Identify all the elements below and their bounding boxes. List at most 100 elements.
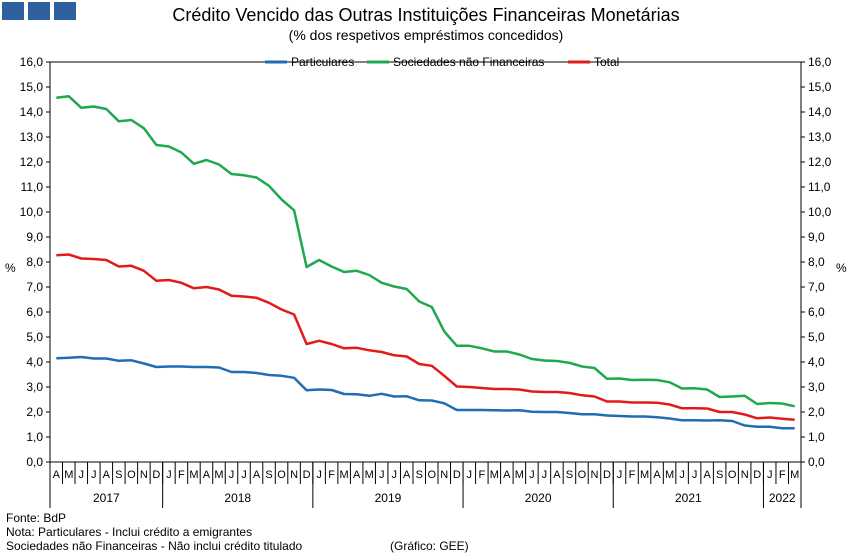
x-tick-label: M	[515, 469, 524, 481]
year-label: 2019	[375, 491, 402, 505]
chart-title: Crédito Vencido das Outras Instituições …	[172, 5, 680, 25]
x-tick-label: M	[189, 469, 198, 481]
x-tick-label: M	[640, 469, 649, 481]
x-tick-label: J	[229, 469, 235, 481]
x-tick-label: N	[741, 469, 749, 481]
legend-label: Total	[594, 55, 619, 69]
chart-subtitle: (% dos respetivos empréstimos concedidos…	[288, 27, 564, 43]
x-tick-label: M	[365, 469, 374, 481]
x-tick-label: N	[590, 469, 598, 481]
y-tick-label-right: 7,0	[808, 280, 825, 294]
y-tick-label-right: 8,0	[808, 255, 825, 269]
year-label: 2020	[525, 491, 552, 505]
year-label: 2021	[675, 491, 702, 505]
x-tick-label: A	[653, 469, 661, 481]
series-line	[56, 253, 795, 422]
y-tick-label-left: 8,0	[26, 255, 43, 269]
y-tick-label-left: 13,0	[20, 130, 44, 144]
y-tick-label-right: 10,0	[808, 205, 832, 219]
x-tick-label: M	[214, 469, 223, 481]
y-tick-label-left: 12,0	[20, 155, 44, 169]
x-tick-label: M	[64, 469, 73, 481]
x-tick-label: A	[503, 469, 511, 481]
x-tick-label: D	[152, 469, 160, 481]
year-label: 2018	[224, 491, 251, 505]
x-tick-label: O	[728, 469, 737, 481]
legend-label: Sociedades não Financeiras	[393, 55, 544, 69]
y-tick-label-left: 7,0	[26, 280, 43, 294]
note-snf: Sociedades não Financeiras - Não inclui …	[6, 539, 303, 553]
x-tick-label: J	[679, 469, 685, 481]
x-tick-label: A	[203, 469, 211, 481]
y-tick-label-right: 1,0	[808, 430, 825, 444]
gee-logo	[2, 2, 76, 20]
x-tick-label: O	[578, 469, 587, 481]
x-tick-label: F	[178, 469, 185, 481]
y-tick-label-right: 5,0	[808, 330, 825, 344]
x-tick-label: J	[529, 469, 535, 481]
x-tick-label: A	[253, 469, 261, 481]
x-tick-label: F	[629, 469, 636, 481]
y-tick-label-left: 1,0	[26, 430, 43, 444]
x-tick-label: S	[416, 469, 423, 481]
x-tick-label: J	[79, 469, 85, 481]
x-tick-label: N	[140, 469, 148, 481]
y-tick-label-left: 10,0	[20, 205, 44, 219]
y-tick-label-right: 2,0	[808, 405, 825, 419]
x-tick-label: O	[127, 469, 136, 481]
series-line	[56, 355, 795, 430]
x-tick-label: O	[427, 469, 436, 481]
y-tick-label-left: 2,0	[26, 405, 43, 419]
x-tick-label: S	[265, 469, 272, 481]
x-tick-label: J	[316, 469, 322, 481]
x-tick-label: J	[467, 469, 473, 481]
y-tick-label-left: 15,0	[20, 80, 44, 94]
x-tick-label: D	[603, 469, 611, 481]
y-axis-label-left: %	[5, 261, 16, 275]
x-tick-label: A	[103, 469, 111, 481]
y-tick-label-left: 5,0	[26, 330, 43, 344]
x-tick-label: J	[692, 469, 698, 481]
y-tick-label-left: 14,0	[20, 105, 44, 119]
year-label: 2022	[769, 491, 796, 505]
chart-credit: (Gráfico: GEE)	[390, 539, 469, 553]
plot-frame	[49, 61, 802, 463]
x-tick-label: A	[53, 469, 61, 481]
x-tick-label: J	[617, 469, 623, 481]
x-tick-label: O	[277, 469, 286, 481]
y-tick-label-left: 4,0	[26, 355, 43, 369]
x-tick-label: S	[716, 469, 723, 481]
legend-label: Particulares	[291, 55, 354, 69]
y-tick-label-right: 3,0	[808, 380, 825, 394]
y-tick-label-right: 15,0	[808, 80, 832, 94]
x-tick-label: F	[779, 469, 786, 481]
x-tick-label: M	[790, 469, 799, 481]
y-tick-label-right: 4,0	[808, 355, 825, 369]
x-tick-label: A	[403, 469, 411, 481]
y-tick-label-right: 9,0	[808, 230, 825, 244]
x-tick-label: N	[440, 469, 448, 481]
x-tick-label: D	[753, 469, 761, 481]
y-tick-label-left: 16,0	[20, 55, 44, 69]
y-tick-label-left: 6,0	[26, 305, 43, 319]
x-tick-label: A	[353, 469, 361, 481]
x-tick-label: J	[542, 469, 548, 481]
x-tick-label: J	[91, 469, 97, 481]
y-tick-label-left: 11,0	[21, 180, 44, 194]
x-tick-label: D	[303, 469, 311, 481]
x-tick-label: F	[328, 469, 335, 481]
x-tick-label: N	[290, 469, 298, 481]
year-label: 2017	[93, 491, 120, 505]
x-tick-label: S	[115, 469, 122, 481]
y-tick-label-left: 9,0	[26, 230, 43, 244]
x-tick-label: A	[553, 469, 561, 481]
x-tick-label: S	[566, 469, 573, 481]
x-tick-label: F	[478, 469, 485, 481]
y-tick-label-right: 12,0	[808, 155, 832, 169]
x-tick-label: M	[665, 469, 674, 481]
y-tick-label-left: 3,0	[26, 380, 43, 394]
y-axis-label-right: %	[836, 261, 847, 275]
x-tick-label: J	[241, 469, 247, 481]
y-tick-label-right: 16,0	[808, 55, 832, 69]
